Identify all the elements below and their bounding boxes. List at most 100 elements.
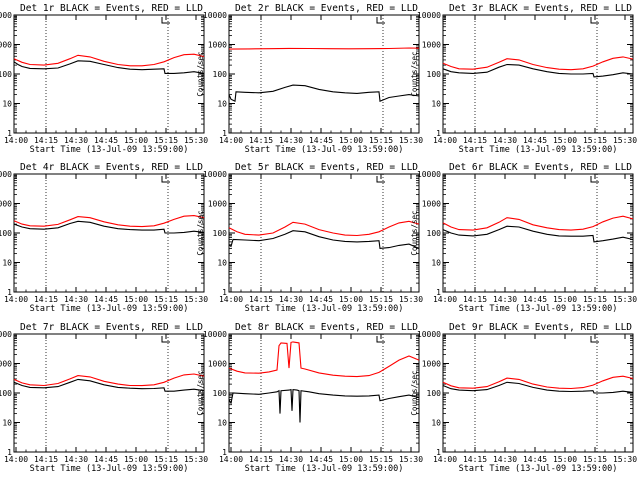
series-line-events <box>228 388 420 423</box>
x-tick-label: 14:30 <box>64 455 88 464</box>
chart-panel-2: Det 2r BLACK = Events, RED = LLD 1 10 100 10… <box>196 3 423 155</box>
y-tick-label: 10000 <box>0 330 12 339</box>
y-tick-label: 10 <box>217 419 227 428</box>
x-tick-label: 14:45 <box>309 295 333 304</box>
x-tick-label: 14:15 <box>463 455 487 464</box>
series-line-lld <box>442 56 634 71</box>
series-line-lld <box>13 373 205 387</box>
x-tick-label: 15:00 <box>553 295 577 304</box>
plot-frame <box>442 14 634 134</box>
x-tick-label: 14:45 <box>94 295 118 304</box>
x-axis-label: Start Time (13-Jul-09 13:59:00) <box>459 304 618 314</box>
series-line-events <box>13 60 205 74</box>
y-tick-label: 1000 <box>208 200 227 209</box>
x-tick-label: 14:00 <box>433 136 457 145</box>
y-tick-label: 1 <box>222 288 227 297</box>
chart-title: Det 2r BLACK = Events, RED = LLD <box>235 3 418 14</box>
x-tick-label: 14:00 <box>219 455 243 464</box>
y-tick-label: 10000 <box>203 11 227 20</box>
x-tick-label: 14:15 <box>249 455 273 464</box>
y-tick-label: 10 <box>2 259 12 268</box>
x-tick-label: 15:30 <box>184 136 208 145</box>
chart-title: Det 3r BLACK = Events, RED = LLD <box>449 3 632 14</box>
x-tick-label: 14:15 <box>249 295 273 304</box>
x-tick-label: 14:15 <box>249 136 273 145</box>
marker-bracket <box>590 176 599 183</box>
y-tick-label: 1000 <box>208 41 227 50</box>
series-line-lld <box>13 215 205 228</box>
x-tick-label: 15:15 <box>369 455 393 464</box>
series-line-events <box>442 225 634 243</box>
x-tick-label: 14:30 <box>493 455 517 464</box>
series-line-events <box>442 381 634 394</box>
chart-title: Det 1r BLACK = Events, RED = LLD <box>20 3 203 14</box>
chart-title: Det 4r BLACK = Events, RED = LLD <box>20 162 203 173</box>
y-axis-label: Counts/sec <box>196 51 205 96</box>
x-tick-label: 15:30 <box>613 295 637 304</box>
x-tick-label: 14:30 <box>493 136 517 145</box>
x-tick-label: 14:45 <box>309 136 333 145</box>
y-tick-label: 1 <box>436 288 441 297</box>
y-tick-label: 10 <box>217 259 227 268</box>
marker-bracket <box>590 17 599 24</box>
x-tick-label: 15:30 <box>613 455 637 464</box>
series-line-events <box>13 220 205 234</box>
series-line-lld <box>228 220 420 237</box>
y-tick-label: 10000 <box>0 11 12 20</box>
x-tick-label: 15:30 <box>613 136 637 145</box>
y-tick-label: 100 <box>213 389 228 398</box>
y-tick-label: 1 <box>7 288 12 297</box>
y-tick-label: 100 <box>427 70 442 79</box>
x-tick-label: 15:30 <box>399 136 423 145</box>
x-tick-label: 15:15 <box>154 455 178 464</box>
y-tick-label: 10000 <box>0 170 12 179</box>
x-tick-label: 14:45 <box>523 295 547 304</box>
x-tick-label: 14:00 <box>4 295 28 304</box>
chart-panel-4: Det 4r BLACK = Events, RED = LLD 1 10 100 10… <box>0 162 208 314</box>
y-tick-label: 1000 <box>0 360 12 369</box>
y-tick-label: 10000 <box>417 11 441 20</box>
x-tick-label: 15:00 <box>124 295 148 304</box>
y-axis-label: Counts/sec <box>196 370 205 415</box>
series-line-lld <box>442 215 634 231</box>
x-axis-label: Start Time (13-Jul-09 13:59:00) <box>245 304 404 314</box>
y-tick-label: 1000 <box>422 200 441 209</box>
x-tick-label: 15:30 <box>399 295 423 304</box>
chart-panel-1: Det 1r BLACK = Events, RED = LLD 1 10 100 10… <box>0 3 208 155</box>
chart-panel-8: Det 8r BLACK = Events, RED = LLD 1 10 100 10… <box>196 322 423 474</box>
plot-frame <box>13 14 205 134</box>
x-tick-label: 14:30 <box>493 295 517 304</box>
x-tick-label: 15:15 <box>369 136 393 145</box>
x-tick-label: 14:00 <box>4 455 28 464</box>
x-tick-label: 14:45 <box>309 455 333 464</box>
x-tick-label: 15:15 <box>583 136 607 145</box>
y-tick-label: 100 <box>427 389 442 398</box>
marker-bracket <box>376 176 385 183</box>
chart-panel-6: Det 6r BLACK = Events, RED = LLD 1 10 100 10… <box>410 162 637 314</box>
x-tick-label: 14:30 <box>279 455 303 464</box>
x-tick-label: 14:45 <box>94 136 118 145</box>
x-tick-label: 15:00 <box>339 295 363 304</box>
x-tick-label: 15:15 <box>154 295 178 304</box>
y-tick-label: 10 <box>431 419 441 428</box>
plot-frame <box>442 173 634 293</box>
x-tick-label: 15:00 <box>553 136 577 145</box>
x-tick-label: 14:30 <box>64 295 88 304</box>
x-tick-label: 14:15 <box>463 295 487 304</box>
x-tick-label: 14:45 <box>523 136 547 145</box>
x-tick-label: 14:15 <box>34 136 58 145</box>
y-tick-label: 1000 <box>0 200 12 209</box>
x-tick-label: 14:00 <box>219 295 243 304</box>
x-axis-label: Start Time (13-Jul-09 13:59:00) <box>30 145 189 155</box>
chart-title: Det 5r BLACK = Events, RED = LLD <box>235 162 418 173</box>
x-axis-label: Start Time (13-Jul-09 13:59:00) <box>459 145 618 155</box>
x-tick-label: 15:15 <box>583 295 607 304</box>
y-tick-label: 10 <box>431 259 441 268</box>
x-tick-label: 14:00 <box>433 455 457 464</box>
y-tick-label: 1 <box>436 129 441 138</box>
y-tick-label: 1 <box>436 448 441 457</box>
y-tick-label: 10 <box>2 419 12 428</box>
y-tick-label: 1 <box>222 129 227 138</box>
y-tick-label: 1 <box>222 448 227 457</box>
